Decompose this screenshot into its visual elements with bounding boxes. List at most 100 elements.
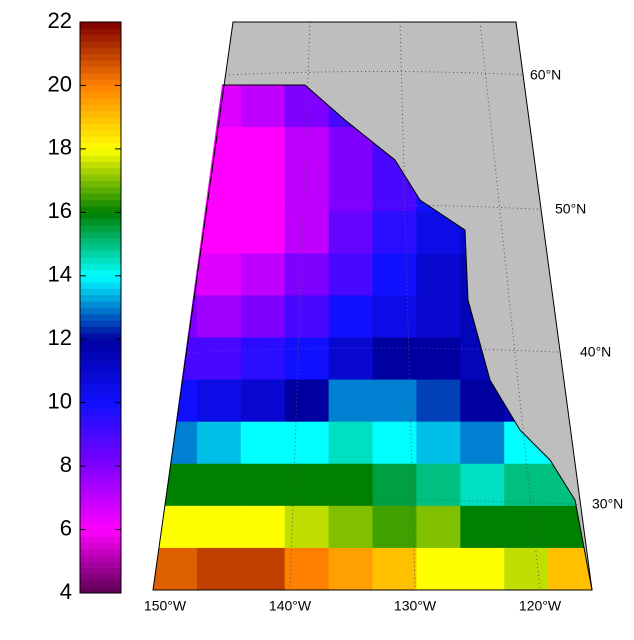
field-cell [328, 337, 373, 381]
field-cell [328, 379, 373, 423]
colorbar-segment [80, 155, 121, 163]
colorbar-segment [80, 256, 121, 264]
field-cell [240, 505, 286, 549]
colorbar-segment [80, 282, 121, 289]
field-cell [284, 547, 330, 590]
colorbar-segment [80, 535, 121, 543]
field-cell [416, 421, 461, 465]
field-cell [328, 295, 373, 338]
colorbar-segment [80, 586, 121, 594]
field-cell [240, 253, 286, 296]
field-cell [328, 463, 373, 507]
colorbar-segment [80, 180, 121, 188]
colorbar-segment [80, 22, 121, 29]
colorbar-segment [80, 129, 121, 137]
field-cell [196, 127, 242, 170]
latitude-label: 30°N [592, 496, 623, 512]
field-cell [153, 127, 198, 170]
colorbar-segment [80, 231, 121, 239]
colorbar-segment [80, 148, 121, 156]
colorbar-segment [80, 161, 121, 169]
colorbar-tick-label: 14 [48, 262, 72, 287]
colorbar-segment [80, 288, 121, 296]
colorbar-segment [80, 415, 121, 423]
colorbar-segment [80, 275, 121, 283]
colorbar-segment [80, 205, 121, 213]
field-cell [416, 295, 461, 338]
colorbar-frame [79, 21, 122, 594]
field-cell [460, 421, 505, 465]
field-cell [196, 337, 242, 381]
colorbar-tick-label: 20 [48, 71, 72, 96]
field-cell [372, 211, 417, 254]
colorbar-segment [80, 472, 121, 480]
field-cell [196, 547, 242, 590]
colorbar-segment [80, 377, 121, 385]
field-cell [416, 547, 461, 590]
colorbar-segment [80, 485, 121, 492]
colorbar-segment [80, 269, 121, 277]
field-cell [548, 211, 592, 254]
field-cell [284, 379, 330, 423]
colorbar-segment [80, 523, 121, 531]
colorbar-segment [80, 117, 121, 125]
colorbar-tick-label: 12 [48, 325, 72, 350]
field-cell [196, 253, 242, 296]
colorbar-segment [80, 383, 121, 391]
colorbar-segment [80, 345, 121, 353]
field-cell [504, 547, 549, 590]
colorbar-segment [80, 91, 121, 99]
colorbar-segment [80, 301, 121, 308]
colorbar-segment [80, 218, 121, 226]
field-cell [416, 463, 461, 507]
field-cell [504, 463, 549, 507]
field-cell [328, 505, 373, 549]
colorbar-segment [80, 516, 121, 524]
field-cell [284, 337, 330, 381]
colorbar-segment [80, 212, 121, 220]
colorbar-segment [80, 396, 121, 404]
colorbar-segment [80, 542, 121, 550]
colorbar-segment [80, 358, 121, 366]
field-cell [284, 421, 330, 465]
colorbar-segment [80, 339, 121, 347]
colorbar-segment [80, 307, 121, 315]
field-cell [240, 547, 286, 590]
colorbar-segment [80, 136, 121, 144]
field-cell [240, 421, 286, 465]
colorbar-segment [80, 529, 121, 537]
colorbar-tick-label: 18 [48, 135, 72, 160]
field-cell [328, 211, 373, 254]
field-cell [240, 463, 286, 507]
colorbar-segment [80, 313, 121, 321]
colorbar-tick-label: 16 [48, 198, 72, 223]
field-cell [196, 211, 242, 254]
field-cell [153, 169, 198, 212]
latitude-label: 50°N [555, 201, 586, 217]
field-cell [153, 337, 198, 381]
field-cell [328, 253, 373, 296]
field-cell [372, 463, 417, 507]
map-frame [152, 21, 593, 591]
colorbar-segment [80, 428, 121, 435]
field-cell [196, 169, 242, 212]
coastline [222, 84, 593, 591]
field-cell [240, 295, 286, 338]
colorbar-segment [80, 370, 121, 378]
colorbar-segment [80, 123, 121, 131]
colorbar-tick-label: 22 [48, 8, 72, 33]
field-cell [153, 379, 198, 423]
field-cell [196, 463, 242, 507]
field-cell [284, 505, 330, 549]
field-cell [284, 211, 330, 254]
colorbar-segment [80, 573, 121, 581]
field-cell [196, 379, 242, 423]
field-cell [416, 253, 461, 296]
colorbar-segment [80, 332, 121, 340]
field-cell [416, 379, 461, 423]
field-cell [284, 169, 330, 212]
field-cell [284, 463, 330, 507]
field-cell [153, 547, 198, 590]
colorbar-segment [80, 47, 121, 55]
colorbar-segment [80, 294, 121, 302]
